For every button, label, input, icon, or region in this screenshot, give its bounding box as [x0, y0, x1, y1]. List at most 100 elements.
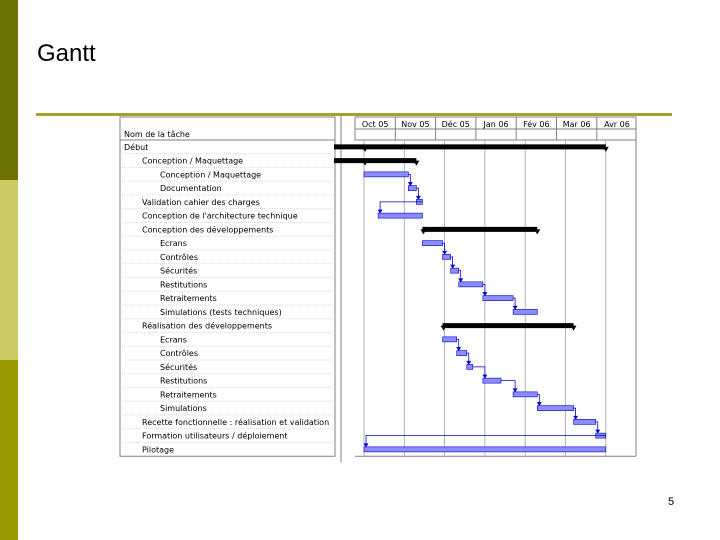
- dependency-link: [416, 187, 419, 199]
- dependency-link: [595, 421, 599, 433]
- task-bar: [363, 446, 607, 453]
- task-table-frame: [119, 116, 336, 457]
- task-label: Validation cahier des charges: [142, 198, 260, 207]
- dependency-arrowhead: [482, 292, 488, 297]
- task-bar: [408, 185, 417, 191]
- accent-strip-bottom: [0, 360, 18, 540]
- task-bar: [442, 336, 457, 343]
- task-bar: [482, 295, 514, 301]
- task-label: Début: [124, 142, 148, 152]
- task-label: Conception / Maquettage: [142, 157, 243, 166]
- task-label: Documentation: [160, 184, 222, 193]
- task-bar: [377, 212, 423, 219]
- task-label: Retraitements: [160, 390, 217, 399]
- summary-bar-start-cap: [362, 160, 368, 166]
- dependency-arrowhead: [415, 195, 421, 200]
- dependency-arrowhead: [512, 388, 518, 393]
- task-label: Pilotage: [142, 445, 174, 454]
- summary-bar: [334, 144, 606, 150]
- task-bar: [422, 240, 443, 246]
- task-bar: [450, 267, 460, 274]
- accent-strip-middle: [0, 180, 18, 360]
- dependency-link: [450, 256, 454, 268]
- task-label: Simulations (tests techniques): [160, 308, 282, 317]
- dependency-arrowhead: [595, 429, 601, 434]
- task-bar: [512, 391, 538, 398]
- task-bar: [456, 350, 468, 356]
- task-label: Conception de l'architecture technique: [142, 212, 298, 221]
- dependency-link: [458, 270, 462, 282]
- dependency-arrowhead: [458, 278, 464, 283]
- dependency-arrowhead: [482, 374, 488, 379]
- month-label: Avr 06: [604, 120, 630, 129]
- dependency-link: [472, 366, 486, 378]
- task-label: Restitutions: [160, 377, 207, 386]
- task-label: Sécurités: [160, 362, 197, 372]
- dependency-link: [501, 380, 516, 392]
- task-bar: [442, 254, 451, 260]
- summary-bar-end-cap: [413, 160, 420, 166]
- dependency-arrowhead: [512, 305, 518, 310]
- dependency-arrowhead: [466, 360, 472, 365]
- dependency-link: [365, 435, 606, 447]
- month-label: Nov 05: [401, 120, 429, 129]
- task-label: Contrôles: [160, 348, 198, 358]
- dependency-arrowhead: [363, 443, 369, 448]
- summary-bar: [422, 226, 538, 232]
- task-bar: [466, 364, 474, 370]
- month-label: Jan 06: [483, 120, 509, 129]
- month-label: Fév 06: [523, 119, 550, 129]
- dependency-arrowhead: [407, 182, 413, 187]
- summary-bar: [334, 158, 417, 164]
- task-label: Ecrans: [160, 239, 187, 248]
- dependency-link: [573, 407, 576, 419]
- task-label: Sécurités: [160, 266, 197, 276]
- summary-bar: [442, 323, 574, 329]
- task-column-header: Nom de la tâche: [124, 130, 190, 139]
- task-label: Formation utilisateurs / déploiement: [142, 431, 288, 441]
- task-label: Simulations: [160, 404, 207, 413]
- dependency-link: [456, 338, 460, 351]
- dependency-link: [482, 283, 486, 296]
- task-label: Contrôles: [160, 252, 198, 262]
- task-bar: [573, 419, 597, 425]
- task-label: Retraitements: [160, 294, 217, 303]
- dependency-arrowhead: [573, 415, 579, 420]
- month-label: Déc 05: [442, 119, 470, 129]
- task-label: Conception des développements: [142, 224, 273, 234]
- task-bar: [458, 281, 484, 288]
- task-bar: [536, 405, 574, 411]
- dependency-link: [513, 297, 516, 309]
- summary-bar-start-cap: [362, 146, 368, 152]
- dependency-arrowhead: [456, 347, 462, 352]
- month-label: Mar 06: [563, 120, 591, 129]
- dependency-link: [466, 352, 470, 364]
- dependency-link: [537, 393, 540, 406]
- accent-strip-top: [0, 0, 18, 180]
- dependency-link: [442, 242, 445, 254]
- dependency-link: [379, 201, 423, 213]
- summary-bar-end-cap: [602, 146, 609, 152]
- month-label: Oct 05: [362, 120, 389, 129]
- dependency-arrowhead: [377, 209, 383, 214]
- title-underline: [36, 113, 672, 116]
- task-label: Restitutions: [160, 280, 207, 289]
- page-number: 5: [668, 496, 675, 508]
- task-label: Conception / Maquettage: [160, 170, 261, 179]
- task-bar: [363, 171, 409, 178]
- dependency-link: [408, 173, 411, 186]
- task-label: Recette fonctionnelle : réalisation et v…: [142, 417, 329, 427]
- slide-title: Gantt: [37, 40, 96, 67]
- summary-bar-start-cap: [420, 229, 427, 235]
- task-bar: [512, 309, 538, 315]
- summary-bar-start-cap: [440, 325, 447, 331]
- dependency-arrowhead: [442, 250, 448, 255]
- summary-bar-end-cap: [534, 229, 541, 235]
- dependency-arrowhead: [536, 402, 542, 407]
- task-bar: [482, 377, 502, 384]
- task-label: Ecrans: [160, 335, 187, 344]
- summary-bar-end-cap: [570, 325, 577, 331]
- dependency-arrowhead: [450, 264, 456, 269]
- task-label: Réalisation des développements: [142, 321, 272, 331]
